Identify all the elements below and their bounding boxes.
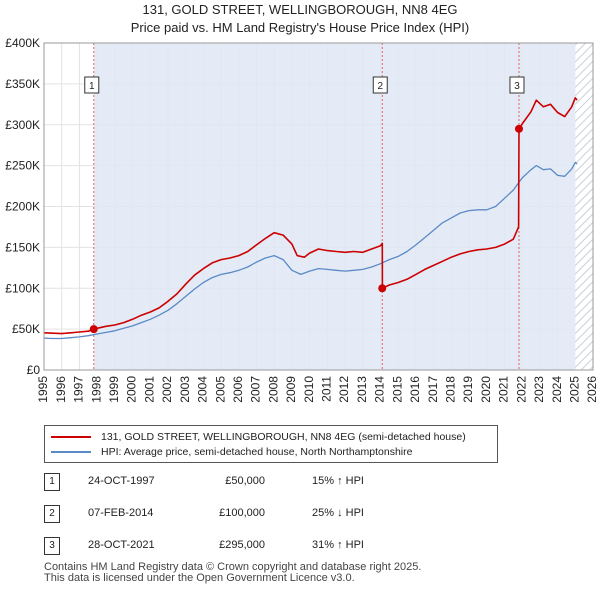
legend-item-hpi: HPI: Average price, semi-detached house,… <box>51 445 412 459</box>
x-tick-label: 2005 <box>213 376 227 403</box>
sale-point <box>378 284 387 293</box>
x-tick-label: 2016 <box>408 376 422 403</box>
x-tick-label: 1999 <box>107 376 121 403</box>
x-tick-label: 1995 <box>36 376 50 403</box>
legend-swatch-property <box>51 436 91 438</box>
footer: Contains HM Land Registry data © Crown c… <box>44 562 421 584</box>
x-tick-label: 2003 <box>178 376 192 403</box>
transaction-price: £50,000 <box>225 475 265 487</box>
x-tick-label: 2018 <box>443 376 457 403</box>
x-tick-label: 2008 <box>266 376 280 403</box>
transaction-price: £100,000 <box>219 507 265 519</box>
x-tick-label: 2022 <box>514 376 528 403</box>
y-tick-label: £300K <box>5 118 40 132</box>
transaction-hpi-change: 15% ↑ HPI <box>312 475 364 487</box>
y-tick-label: £50K <box>12 322 40 336</box>
x-tick-label: 2002 <box>160 376 174 403</box>
forecast-hatch <box>575 43 593 370</box>
x-tick-label: 2012 <box>337 376 351 403</box>
transaction-hpi-change: 31% ↑ HPI <box>312 539 364 551</box>
y-tick-label: £150K <box>5 240 40 254</box>
sale-point <box>514 124 523 133</box>
property-price-line <box>43 97 578 335</box>
x-tick-label: 2023 <box>532 376 546 403</box>
x-tick-label: 2006 <box>231 376 245 403</box>
transaction-label-box <box>372 76 388 94</box>
x-tick-label: 2014 <box>373 376 387 403</box>
x-tick-label: 2004 <box>196 376 210 403</box>
x-tick-label: 2010 <box>302 376 316 403</box>
transaction-label-box <box>509 76 525 94</box>
x-tick-label: 1998 <box>89 376 103 403</box>
x-tick-label: 2001 <box>142 376 156 403</box>
transaction-number: 2 <box>44 505 60 523</box>
x-tick-label: 2026 <box>585 376 599 403</box>
x-tick-label: 2000 <box>125 376 139 403</box>
y-tick-label: £200K <box>5 200 40 214</box>
ownership-shade <box>93 43 383 370</box>
legend: 131, GOLD STREET, WELLINGBOROUGH, NN8 4E… <box>44 425 498 463</box>
footer-licence: This data is licensed under the Open Gov… <box>44 572 355 584</box>
transaction-date: 24-OCT-1997 <box>88 475 155 487</box>
x-tick-label: 2019 <box>461 376 475 403</box>
chart-title-line2: Price paid vs. HM Land Registry's House … <box>130 20 470 35</box>
legend-label-hpi: HPI: Average price, semi-detached house,… <box>101 446 413 458</box>
y-tick-label: £250K <box>5 159 40 173</box>
x-tick-label: 2024 <box>550 376 564 403</box>
transaction-date: 28-OCT-2021 <box>88 539 155 551</box>
legend-label-property: 131, GOLD STREET, WELLINGBOROUGH, NN8 4E… <box>101 431 466 443</box>
x-tick-label: 2021 <box>497 376 511 403</box>
footer-copyright: Contains HM Land Registry data © Crown c… <box>44 561 422 573</box>
chart-title-line1: 131, GOLD STREET, WELLINGBOROUGH, NN8 4E… <box>142 2 458 17</box>
transaction-date: 07-FEB-2014 <box>88 507 154 519</box>
x-tick-label: 1997 <box>72 376 86 403</box>
price-chart: £0 £50K £100K £150K £200K £250K £300K £350K £400… <box>5 36 599 403</box>
transaction-label: 2 <box>377 81 383 92</box>
y-tick-label: £350K <box>5 77 40 91</box>
x-tick-label: 2025 <box>567 376 581 403</box>
hpi-line <box>43 161 578 340</box>
sale-point <box>89 325 98 334</box>
transaction-row: 1 24-OCT-1997 £50,000 15% ↑ HPI <box>44 473 464 493</box>
transaction-label: 3 <box>514 81 520 92</box>
transaction-label-box <box>84 76 100 94</box>
transaction-hpi-change: 25% ↓ HPI <box>312 507 364 519</box>
x-tick-label: 1996 <box>54 376 68 403</box>
transaction-row: 3 28-OCT-2021 £295,000 31% ↑ HPI <box>44 537 464 557</box>
x-tick-label: 2020 <box>479 376 493 403</box>
transaction-label: 1 <box>89 81 95 92</box>
legend-item-property: 131, GOLD STREET, WELLINGBOROUGH, NN8 4E… <box>51 430 466 444</box>
ownership-shade <box>382 43 519 370</box>
x-tick-label: 2007 <box>249 376 263 403</box>
ownership-shade <box>518 43 576 370</box>
transaction-number: 3 <box>44 537 60 555</box>
x-tick-label: 2015 <box>390 376 404 403</box>
y-tick-label: £100K <box>5 281 40 295</box>
x-tick-label: 2011 <box>320 376 334 402</box>
x-tick-label: 2013 <box>355 376 369 403</box>
y-tick-label: £0 <box>27 363 41 377</box>
x-tick-label: 2017 <box>426 376 440 403</box>
transaction-number: 1 <box>44 473 60 491</box>
transaction-row: 2 07-FEB-2014 £100,000 25% ↓ HPI <box>44 505 464 525</box>
y-tick-label: £400K <box>5 36 40 50</box>
transaction-price: £295,000 <box>219 539 265 551</box>
x-tick-label: 2009 <box>284 376 298 403</box>
plot-frame <box>43 42 594 371</box>
legend-swatch-hpi <box>51 451 91 453</box>
